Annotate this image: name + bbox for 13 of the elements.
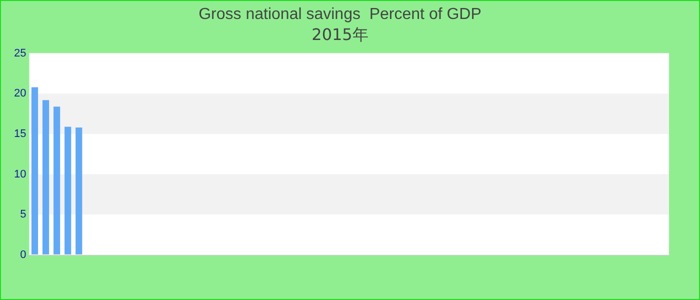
- bar: [76, 128, 82, 254]
- y-tick-label: 5: [20, 208, 26, 221]
- bar: [31, 87, 38, 254]
- bar: [54, 106, 60, 254]
- chart-title: Gross national savings Percent of GDP: [198, 6, 482, 24]
- bar: [42, 100, 50, 254]
- y-tick-label: 0: [20, 248, 26, 261]
- y-tick-label: 25: [14, 47, 26, 60]
- y-tick-label: 15: [14, 128, 26, 140]
- y-tick-label: 20: [14, 88, 26, 100]
- chart-subtitle: 2015年: [312, 24, 368, 44]
- y-tick-label: 10: [14, 168, 26, 180]
- bar: [64, 126, 72, 254]
